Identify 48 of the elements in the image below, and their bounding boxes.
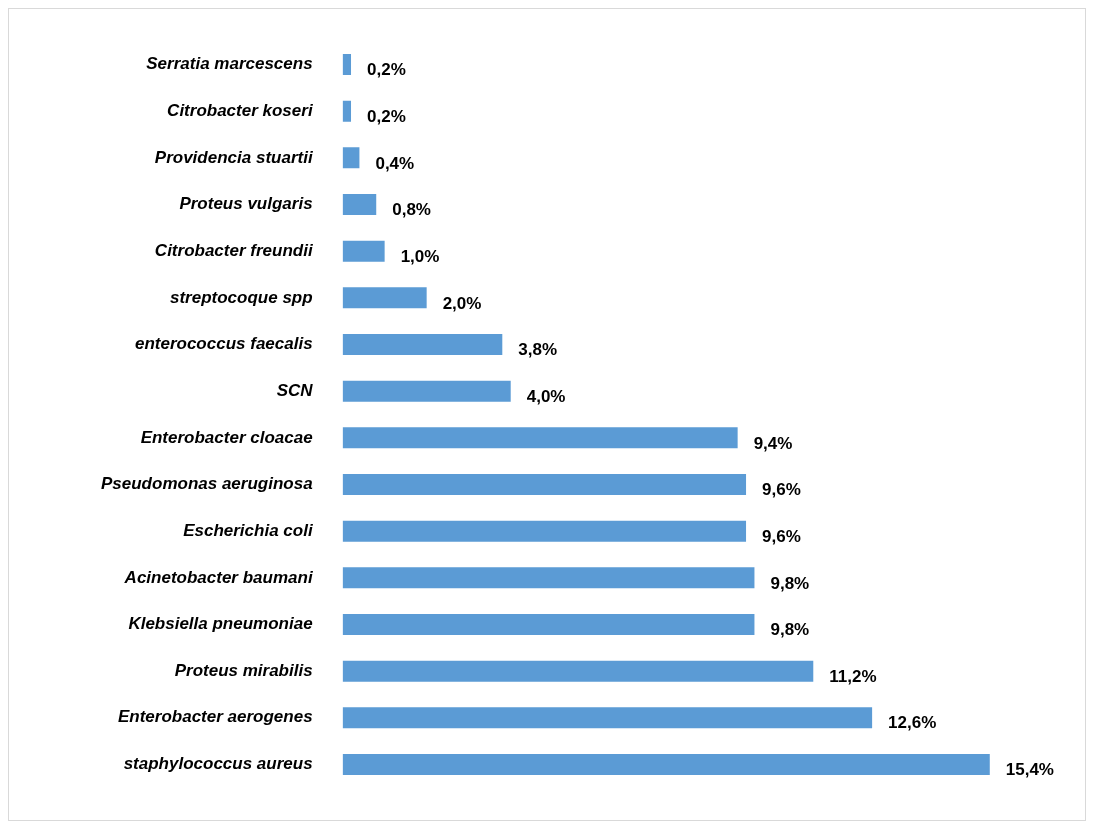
bar	[342, 707, 873, 729]
y-tick-label: Providencia stuartii	[154, 147, 314, 167]
data-label: 12,6%	[888, 713, 937, 733]
y-tick-label: Pseudomonas aeruginosa	[100, 474, 313, 494]
data-label: 11,2%	[829, 666, 877, 686]
data-label: 0,4%	[375, 153, 415, 173]
bar	[342, 334, 503, 356]
y-tick-label: Enterobacter aerogenes	[117, 707, 313, 727]
y-tick-label: Klebsiella pneumoniae	[128, 614, 313, 634]
y-tick-label: Proteus vulgaris	[179, 194, 313, 214]
bar	[342, 613, 755, 635]
data-label: 0,2%	[367, 106, 406, 126]
y-tick-label: Acinetobacter baumani	[123, 567, 314, 587]
data-label: 15,4%	[1005, 760, 1054, 780]
data-label: 3,8%	[518, 340, 558, 360]
bar	[342, 54, 352, 76]
bar	[342, 660, 814, 682]
data-label: 9,8%	[770, 620, 810, 640]
bar	[342, 380, 511, 402]
bar	[342, 427, 738, 449]
bar	[342, 474, 747, 495]
data-label: 9,8%	[770, 573, 810, 593]
y-tick-label: staphylococcus aureus	[123, 754, 313, 774]
y-tick-label: Citrobacter freundii	[154, 240, 314, 260]
y-tick-label: enterococcus faecalis	[134, 334, 313, 354]
bar	[342, 753, 990, 775]
bar	[342, 100, 352, 122]
bar	[342, 147, 360, 169]
y-tick-label: Serratia marcescens	[146, 54, 313, 74]
y-tick-label: Escherichia coli	[183, 520, 314, 540]
data-label: 1,0%	[400, 246, 440, 266]
y-tick-label: streptocoque spp	[169, 287, 313, 307]
y-tick-label: Citrobacter koseri	[167, 100, 314, 120]
bar	[342, 240, 385, 262]
bar	[342, 194, 377, 216]
data-label: 9,6%	[762, 526, 801, 546]
y-tick-label: SCN	[276, 380, 314, 400]
bar	[342, 567, 755, 589]
data-label: 0,8%	[392, 200, 431, 220]
bar	[342, 287, 427, 309]
bar	[342, 520, 747, 542]
data-label: 9,4%	[753, 433, 793, 453]
y-tick-label: Proteus mirabilis	[174, 660, 313, 680]
y-tick-label: Enterobacter cloacae	[140, 427, 313, 447]
data-label: 9,6%	[762, 480, 801, 500]
data-label: 4,0%	[526, 386, 566, 406]
data-label: 2,0%	[442, 293, 482, 313]
data-label: 0,2%	[367, 60, 406, 80]
